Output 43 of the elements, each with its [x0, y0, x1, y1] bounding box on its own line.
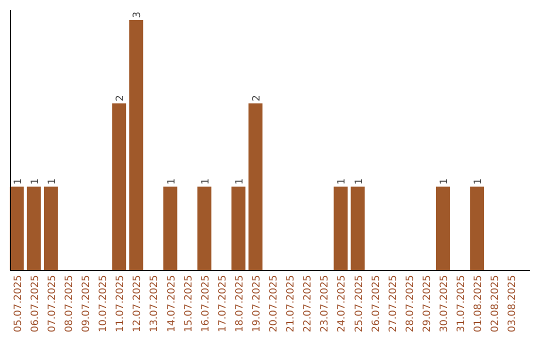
x-tick-label: 19.07.2025 [251, 275, 262, 332]
x-tick-label: 07.07.2025 [46, 275, 58, 332]
data-label: 1 [30, 178, 41, 185]
data-label: 1 [354, 178, 365, 185]
data-label: 1 [200, 178, 212, 185]
x-tick-label: 03.08.2025 [507, 275, 518, 332]
data-label: 1 [166, 178, 178, 185]
data-label: 1 [12, 178, 24, 185]
x-tick-label: 01.08.2025 [473, 275, 484, 332]
x-tick-label: 25.07.2025 [354, 275, 365, 332]
x-tick-label: 09.07.2025 [81, 275, 92, 332]
x-tick-label: 26.07.2025 [370, 275, 382, 332]
x-tick-label: 23.07.2025 [320, 275, 331, 332]
x-tick-label: 02.08.2025 [490, 275, 502, 332]
x-tick-label: 24.07.2025 [336, 275, 348, 332]
x-tick-label: 30.07.2025 [438, 275, 450, 332]
data-label: 1 [473, 178, 484, 185]
x-tick-label: 12.07.2025 [132, 275, 144, 332]
x-tick-label: 17.07.2025 [217, 275, 228, 332]
x-tick-label: 10.07.2025 [98, 275, 110, 332]
x-tick-label: 22.07.2025 [302, 275, 314, 332]
x-tick-label: 06.07.2025 [30, 275, 41, 332]
x-tick-label: 13.07.2025 [149, 275, 160, 332]
x-tick-label: 27.07.2025 [388, 275, 399, 332]
x-tick-label: 28.07.2025 [404, 275, 416, 332]
x-tick-label: 15.07.2025 [183, 275, 194, 332]
x-tick-label: 21.07.2025 [286, 275, 297, 332]
data-label: 3 [132, 12, 144, 18]
data-label: 1 [46, 178, 58, 185]
x-tick-label: 11.07.2025 [115, 275, 126, 332]
data-label: 1 [438, 178, 450, 185]
x-tick-label: 20.07.2025 [268, 275, 280, 332]
data-label: 2 [251, 94, 262, 102]
x-tick-label: 16.07.2025 [200, 275, 212, 332]
data-label: 1 [234, 178, 246, 185]
x-tick-label: 29.07.2025 [422, 275, 433, 332]
data-label: 2 [115, 94, 126, 102]
data-label: 1 [336, 178, 348, 185]
x-tick-label: 14.07.2025 [166, 275, 178, 332]
x-tick-label: 05.07.2025 [12, 275, 24, 332]
x-tick-label: 08.07.2025 [64, 275, 75, 332]
x-tick-label: 31.07.2025 [456, 275, 468, 332]
x-tick-label: 18.07.2025 [234, 275, 246, 332]
